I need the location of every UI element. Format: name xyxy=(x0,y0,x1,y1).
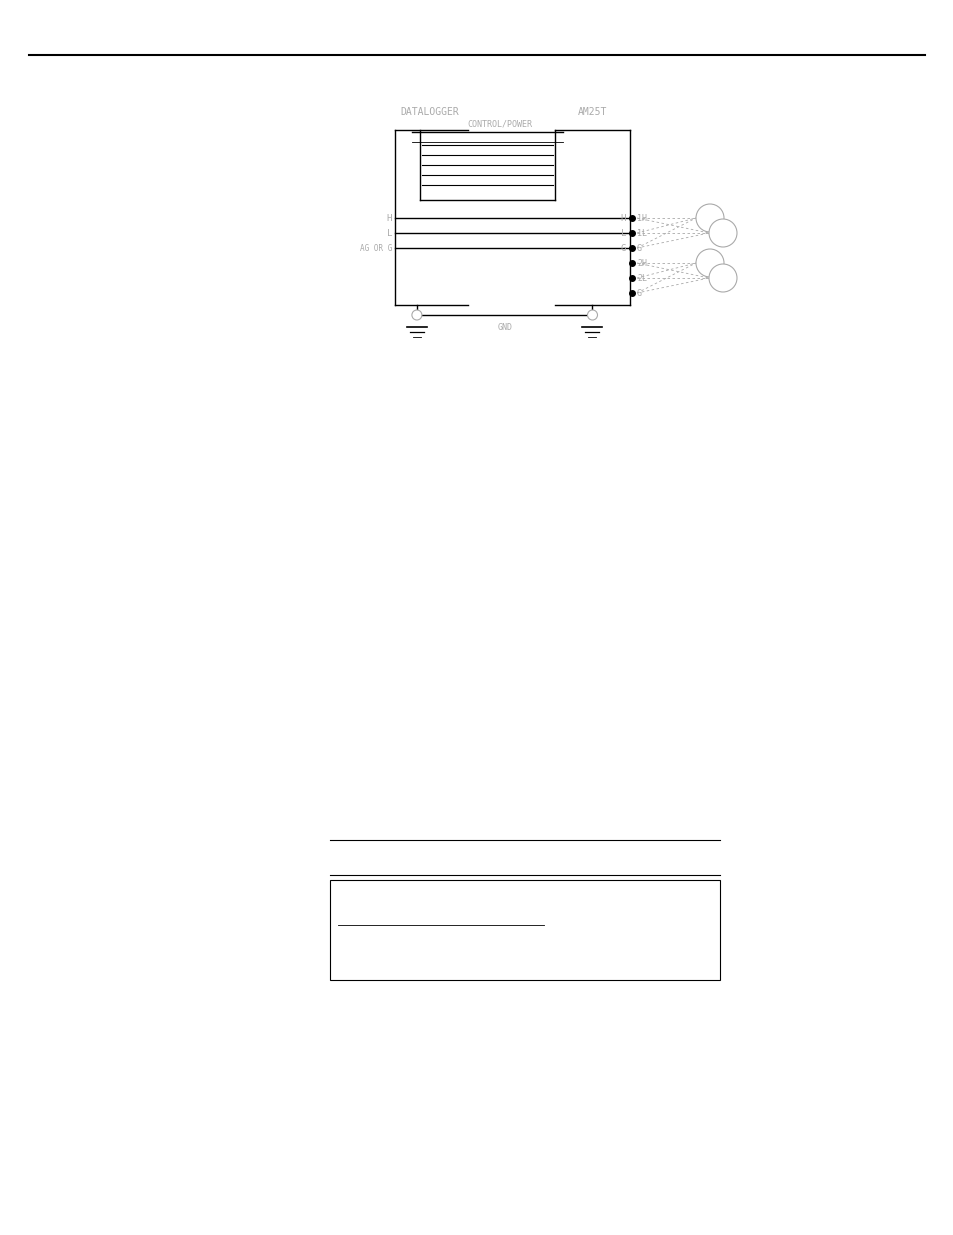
Text: AG OR G: AG OR G xyxy=(359,243,392,252)
Circle shape xyxy=(696,249,723,277)
Text: G: G xyxy=(637,289,641,298)
Text: S: S xyxy=(706,258,712,268)
Text: H: H xyxy=(386,214,392,222)
Text: AM25T: AM25T xyxy=(578,107,607,117)
Text: L: L xyxy=(386,228,392,237)
Circle shape xyxy=(708,264,737,291)
Text: 2H: 2H xyxy=(637,258,646,268)
Text: G: G xyxy=(637,243,641,252)
Text: 1L: 1L xyxy=(637,228,646,237)
Circle shape xyxy=(708,219,737,247)
Text: H: H xyxy=(620,214,625,222)
Bar xyxy=(330,881,720,981)
Circle shape xyxy=(412,310,421,320)
Text: S: S xyxy=(720,228,725,238)
Text: 1H: 1H xyxy=(637,214,646,222)
Text: G: G xyxy=(620,243,625,252)
Text: GND: GND xyxy=(497,324,512,332)
Text: S: S xyxy=(706,212,712,224)
Text: CONTROL/POWER: CONTROL/POWER xyxy=(467,120,532,128)
Text: 2L: 2L xyxy=(637,273,646,283)
Text: S: S xyxy=(720,273,725,283)
Circle shape xyxy=(696,204,723,232)
Text: DATALOGGER: DATALOGGER xyxy=(400,107,459,117)
Text: L: L xyxy=(620,228,625,237)
Circle shape xyxy=(587,310,597,320)
